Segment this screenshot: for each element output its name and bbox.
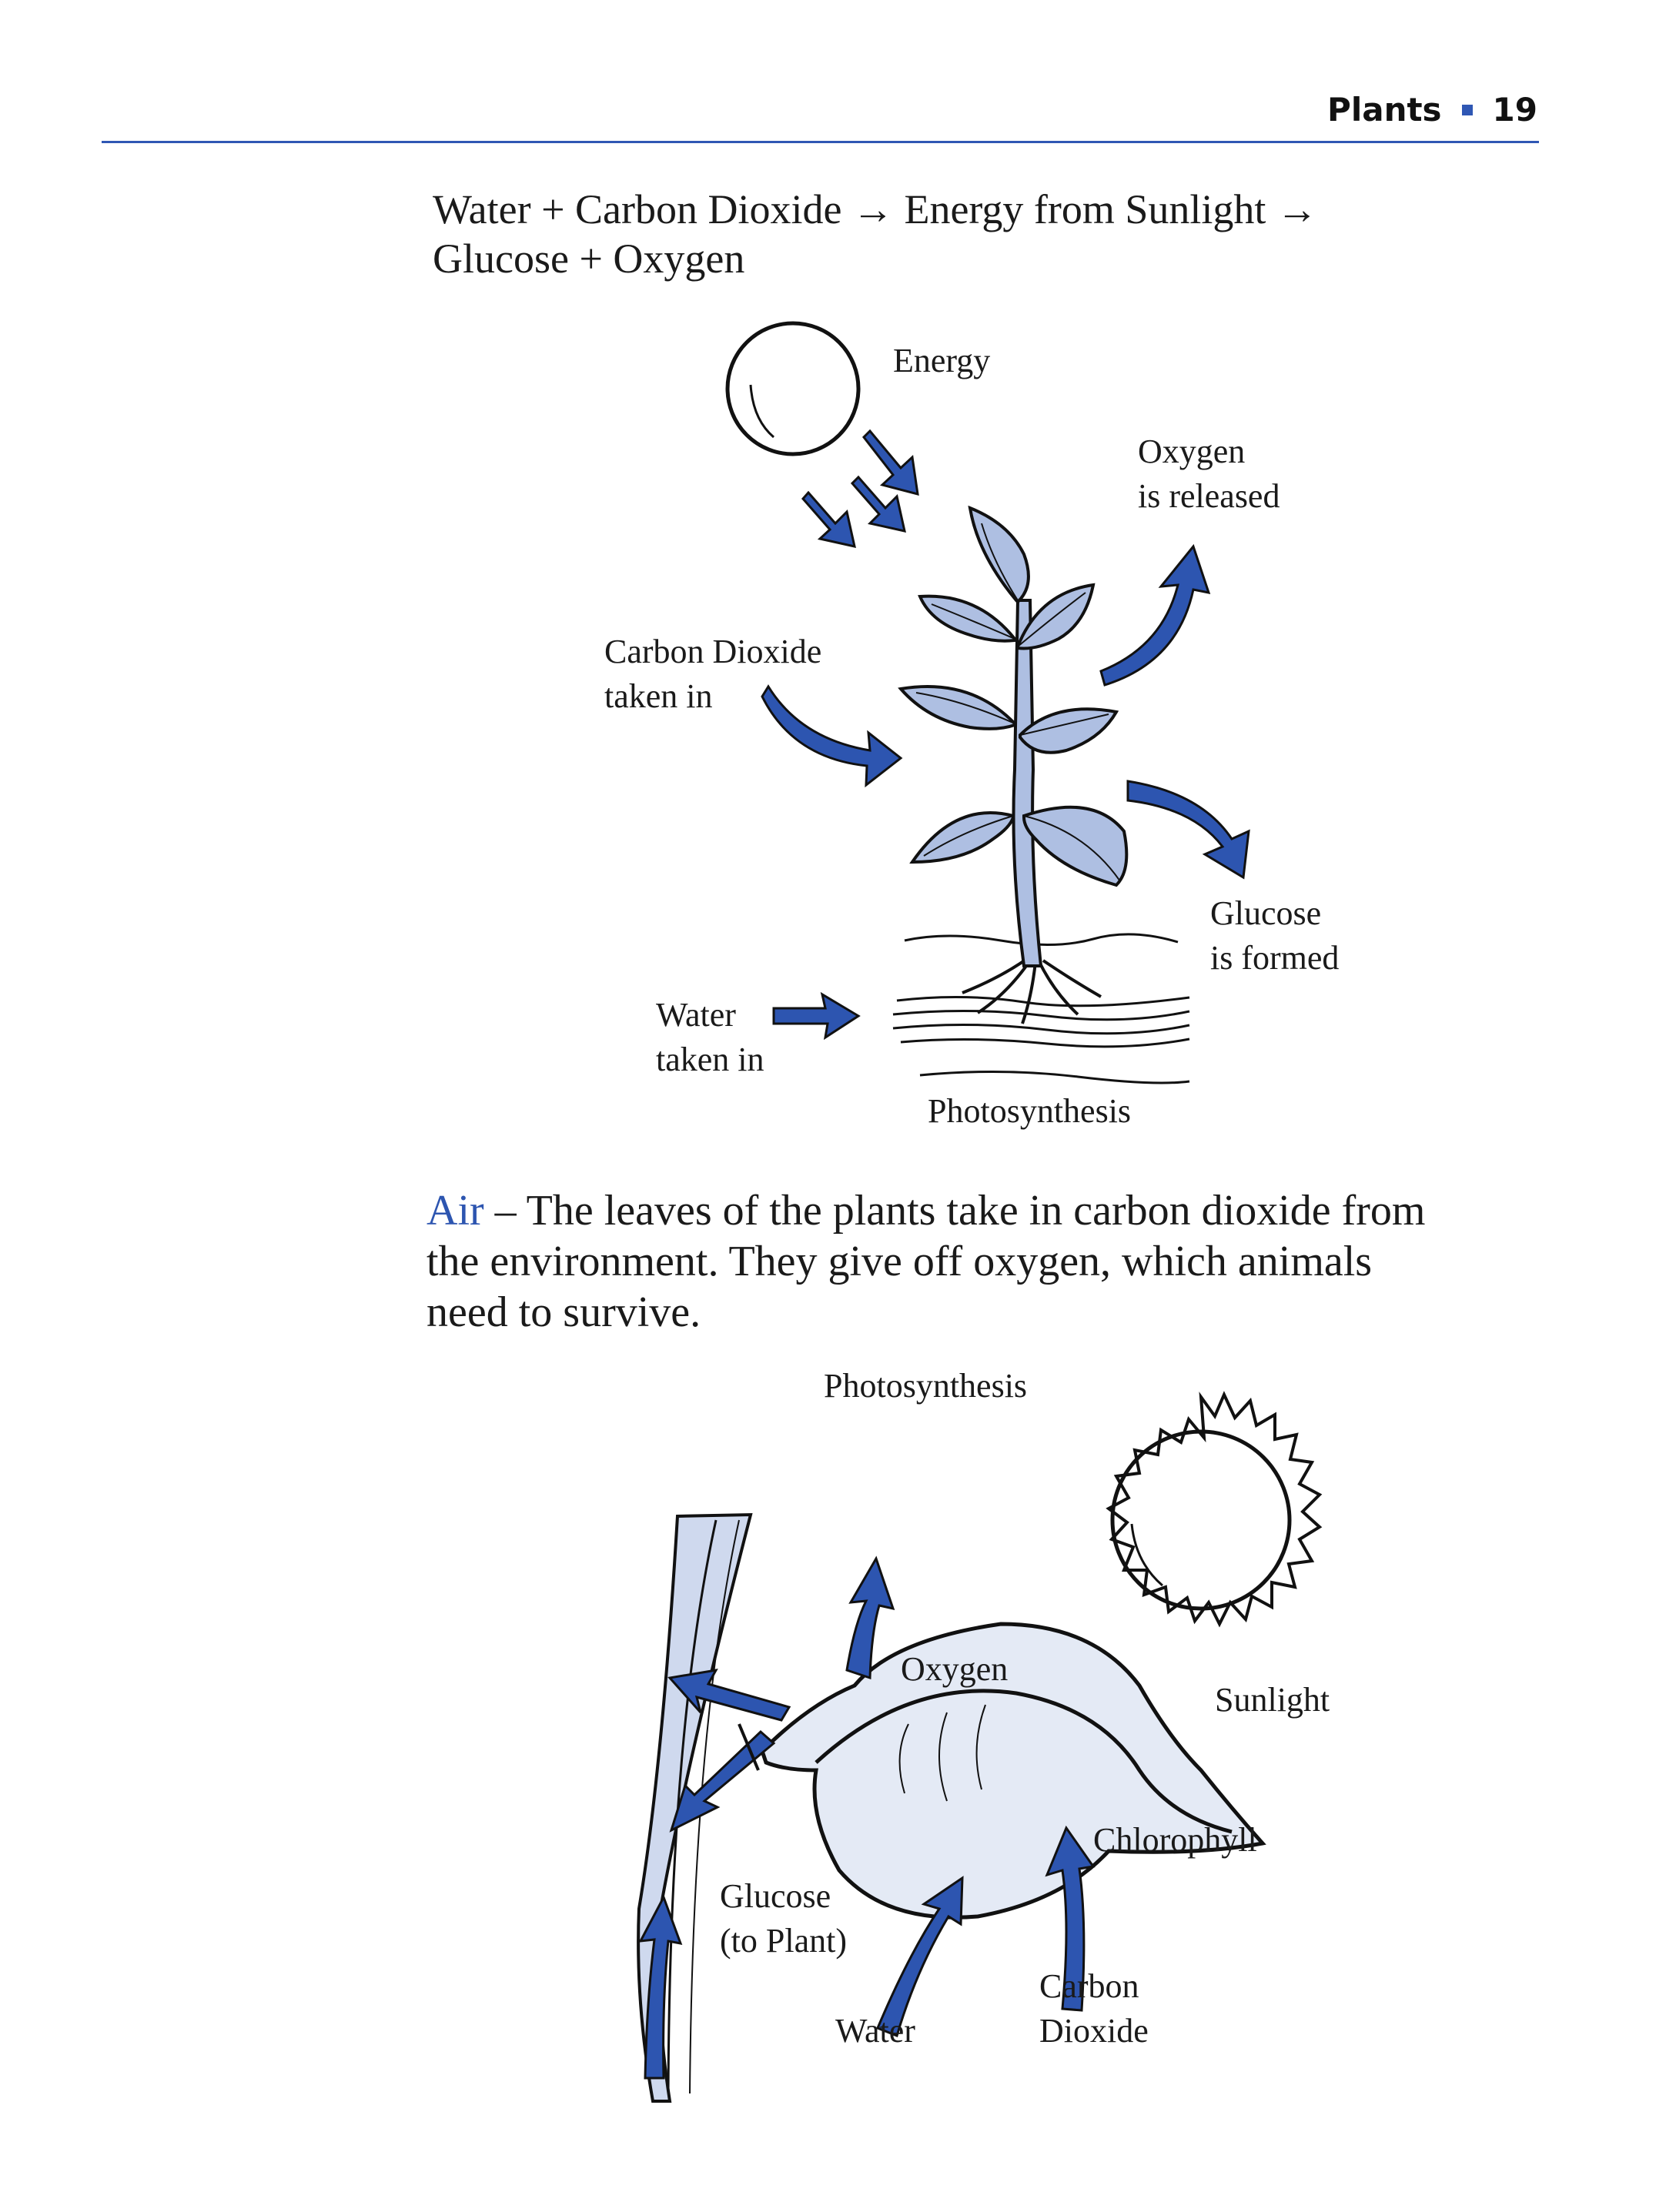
carbon-dioxide-line-2: taken in: [604, 677, 713, 715]
carbon-dioxide-leaf-label: Carbon Dioxide: [1039, 1964, 1149, 2053]
paragraph-line-3: need to survive.: [427, 1288, 701, 1336]
header-rule: [102, 141, 1539, 143]
glucose-to-plant-label: Glucose (to Plant): [720, 1874, 847, 1963]
glucose-formed-line-1: Glucose: [1210, 894, 1322, 932]
paragraph-line-2: the environment. They give off oxygen, w…: [427, 1238, 1373, 1285]
oxygen-label: Oxygen: [901, 1650, 1009, 1688]
header-separator: [1461, 104, 1473, 115]
paragraph-line-1: Air – The leaves of the plants take in c…: [427, 1185, 1551, 1236]
glucose-to-plant-line-1: Glucose: [720, 1877, 831, 1915]
page-number: 19: [1492, 91, 1537, 129]
oxygen-released-label: Oxygen is released: [1138, 429, 1280, 519]
sunlight-label: Sunlight: [1215, 1681, 1330, 1719]
carbon-dioxide-leaf-line-1: Carbon: [1039, 1967, 1139, 2005]
plant-leaves: [898, 505, 1129, 887]
carbon-dioxide-label: Carbon Dioxide taken in: [604, 630, 821, 719]
energy-arrows: [801, 429, 919, 548]
carbon-dioxide-arrow: [761, 684, 903, 788]
sun-icon: [725, 321, 861, 456]
paragraph-line-1-text: – The leaves of the plants take in carbo…: [483, 1187, 1426, 1235]
diagram2-title: Photosynthesis: [824, 1367, 1028, 1405]
oxygen-released-line-2: is released: [1138, 477, 1280, 515]
carbon-leaf-arrow: [1045, 1825, 1096, 2012]
water-leaf-arrow: [876, 1876, 964, 2038]
oxygen-arrow: [1099, 543, 1211, 687]
oxygen-up-arrow: [845, 1555, 895, 1680]
large-leaf: [760, 1622, 1266, 1920]
equation-line-2: Glucose + Oxygen: [433, 236, 745, 282]
air-paragraph: Air – The leaves of the plants take in c…: [427, 1185, 1551, 1338]
water-taken-line-1: Water: [656, 996, 736, 1034]
oxygen-released-line-1: Oxygen: [1138, 433, 1246, 470]
energy-label: Energy: [893, 342, 991, 379]
glucose-down-arrow: [669, 1729, 776, 1833]
chlorophyll-label: Chlorophyll: [1093, 1821, 1257, 1859]
carbon-dioxide-line-1: Carbon Dioxide: [604, 633, 822, 670]
water-arrow: [772, 991, 861, 1041]
soil-lines: [892, 933, 1190, 1084]
glucose-out-arrow: [667, 1669, 791, 1722]
stem-up-arrow: [638, 1894, 683, 2080]
equation-line-1: Water + Carbon Dioxide → Energy from Sun…: [433, 186, 1318, 232]
page-header: Plants 19: [1327, 91, 1537, 129]
photosynthesis-equation: Water + Carbon Dioxide → Energy from Sun…: [433, 185, 1587, 283]
sun-rays-icon: [1106, 1391, 1323, 1628]
leaf-arrows: [638, 1555, 1096, 2080]
diagram1-caption: Photosynthesis: [928, 1092, 1132, 1130]
water-taken-label: Water taken in: [656, 993, 764, 1082]
glucose-arrow: [1126, 780, 1250, 880]
water-label: Water: [835, 2012, 915, 2050]
air-term: Air: [427, 1187, 484, 1235]
water-taken-line-2: taken in: [656, 1041, 764, 1078]
glucose-formed-label: Glucose is formed: [1210, 891, 1339, 981]
plant-stem: [1012, 599, 1043, 967]
glucose-formed-line-2: is formed: [1210, 939, 1340, 977]
carbon-dioxide-leaf-line-2: Dioxide: [1039, 2012, 1149, 2050]
glucose-to-plant-line-2: (to Plant): [720, 1922, 847, 1960]
section-title: Plants: [1327, 91, 1442, 129]
